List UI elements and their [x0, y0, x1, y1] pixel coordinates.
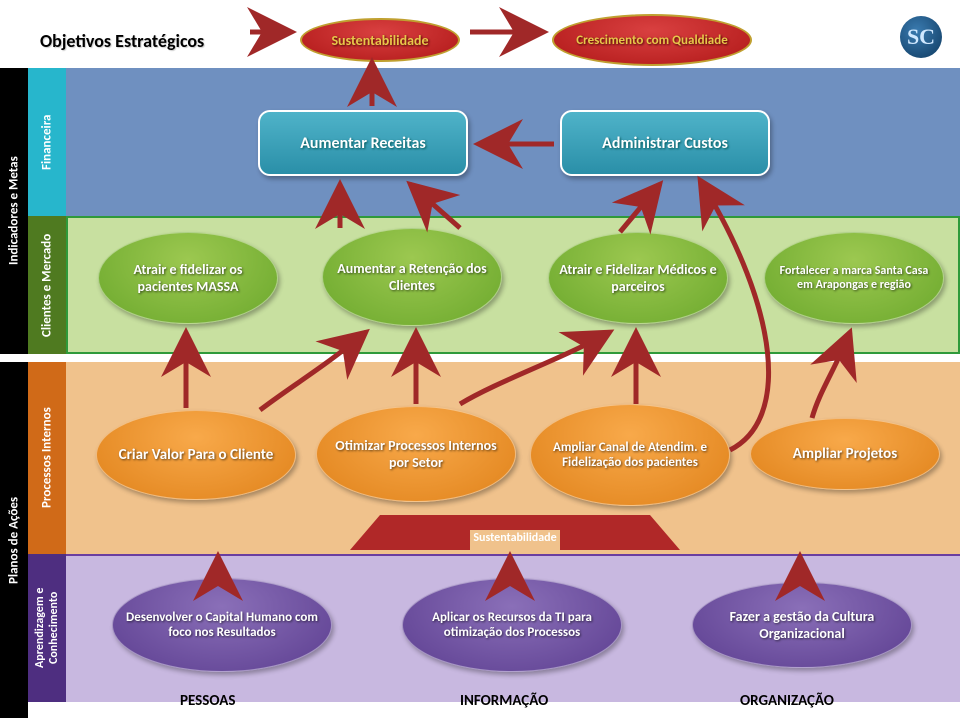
- big-arrow-label: Sustentabilidade: [430, 531, 600, 545]
- ellipse-recursos-ti: Aplicar os Recursos da TI para otimizaçã…: [402, 578, 622, 672]
- page-title: Objetivos Estratégicos: [40, 30, 204, 52]
- perspective-aprendizagem: Aprendizagem e Conhecimento: [28, 554, 66, 702]
- ellipse-ampliar-canal: Ampliar Canal de Atendim. e Fidelização …: [530, 404, 730, 506]
- ellipse-cultura-organizacional: Fazer a gestão da Cultura Organizacional: [692, 582, 912, 668]
- ellipse-otimizar-processos: Otimizar Processos Internos por Setor: [316, 406, 516, 502]
- ellipse-ampliar-projetos: Ampliar Projetos: [750, 418, 940, 490]
- ellipse-atrair-pacientes: Atrair e fidelizar os pacientes MASSA: [98, 232, 278, 324]
- ellipse-fidelizar-medicos: Atrair e Fidelizar Médicos e parceiros: [548, 232, 728, 324]
- ellipse-criar-valor: Criar Valor Para o Cliente: [96, 410, 296, 500]
- label-organizacao: ORGANIZAÇÃO: [740, 692, 834, 710]
- ellipse-fortalecer-marca: Fortalecer a marca Santa Casa em Arapong…: [764, 232, 944, 324]
- box-aumentar-receitas: Aumentar Receitas: [258, 110, 468, 176]
- side-tab-indicadores: Indicadores e Metas: [0, 68, 28, 354]
- ellipse-retencao-clientes: Aumentar a Retenção dos Clientes: [322, 228, 502, 326]
- perspective-financeira: Financeira: [28, 68, 66, 216]
- label-pessoas: PESSOAS: [180, 692, 235, 710]
- perspective-processos: Processos Internos: [28, 362, 66, 554]
- band-financeira: [66, 68, 960, 216]
- label-informacao: INFORMAÇÃO: [460, 692, 548, 710]
- objective-sustentabilidade: Sustentabilidade: [300, 18, 460, 62]
- ellipse-capital-humano: Desenvolver o Capital Humano com foco no…: [112, 578, 332, 672]
- logo-icon: SC: [900, 16, 942, 58]
- objective-crescimento: Crescimento com Qualdiade: [552, 14, 752, 66]
- side-tab-planos: Planos de Ações: [0, 362, 28, 718]
- perspective-clientes: Clientes e Mercado: [28, 216, 66, 354]
- box-administrar-custos: Administrar Custos: [560, 110, 770, 176]
